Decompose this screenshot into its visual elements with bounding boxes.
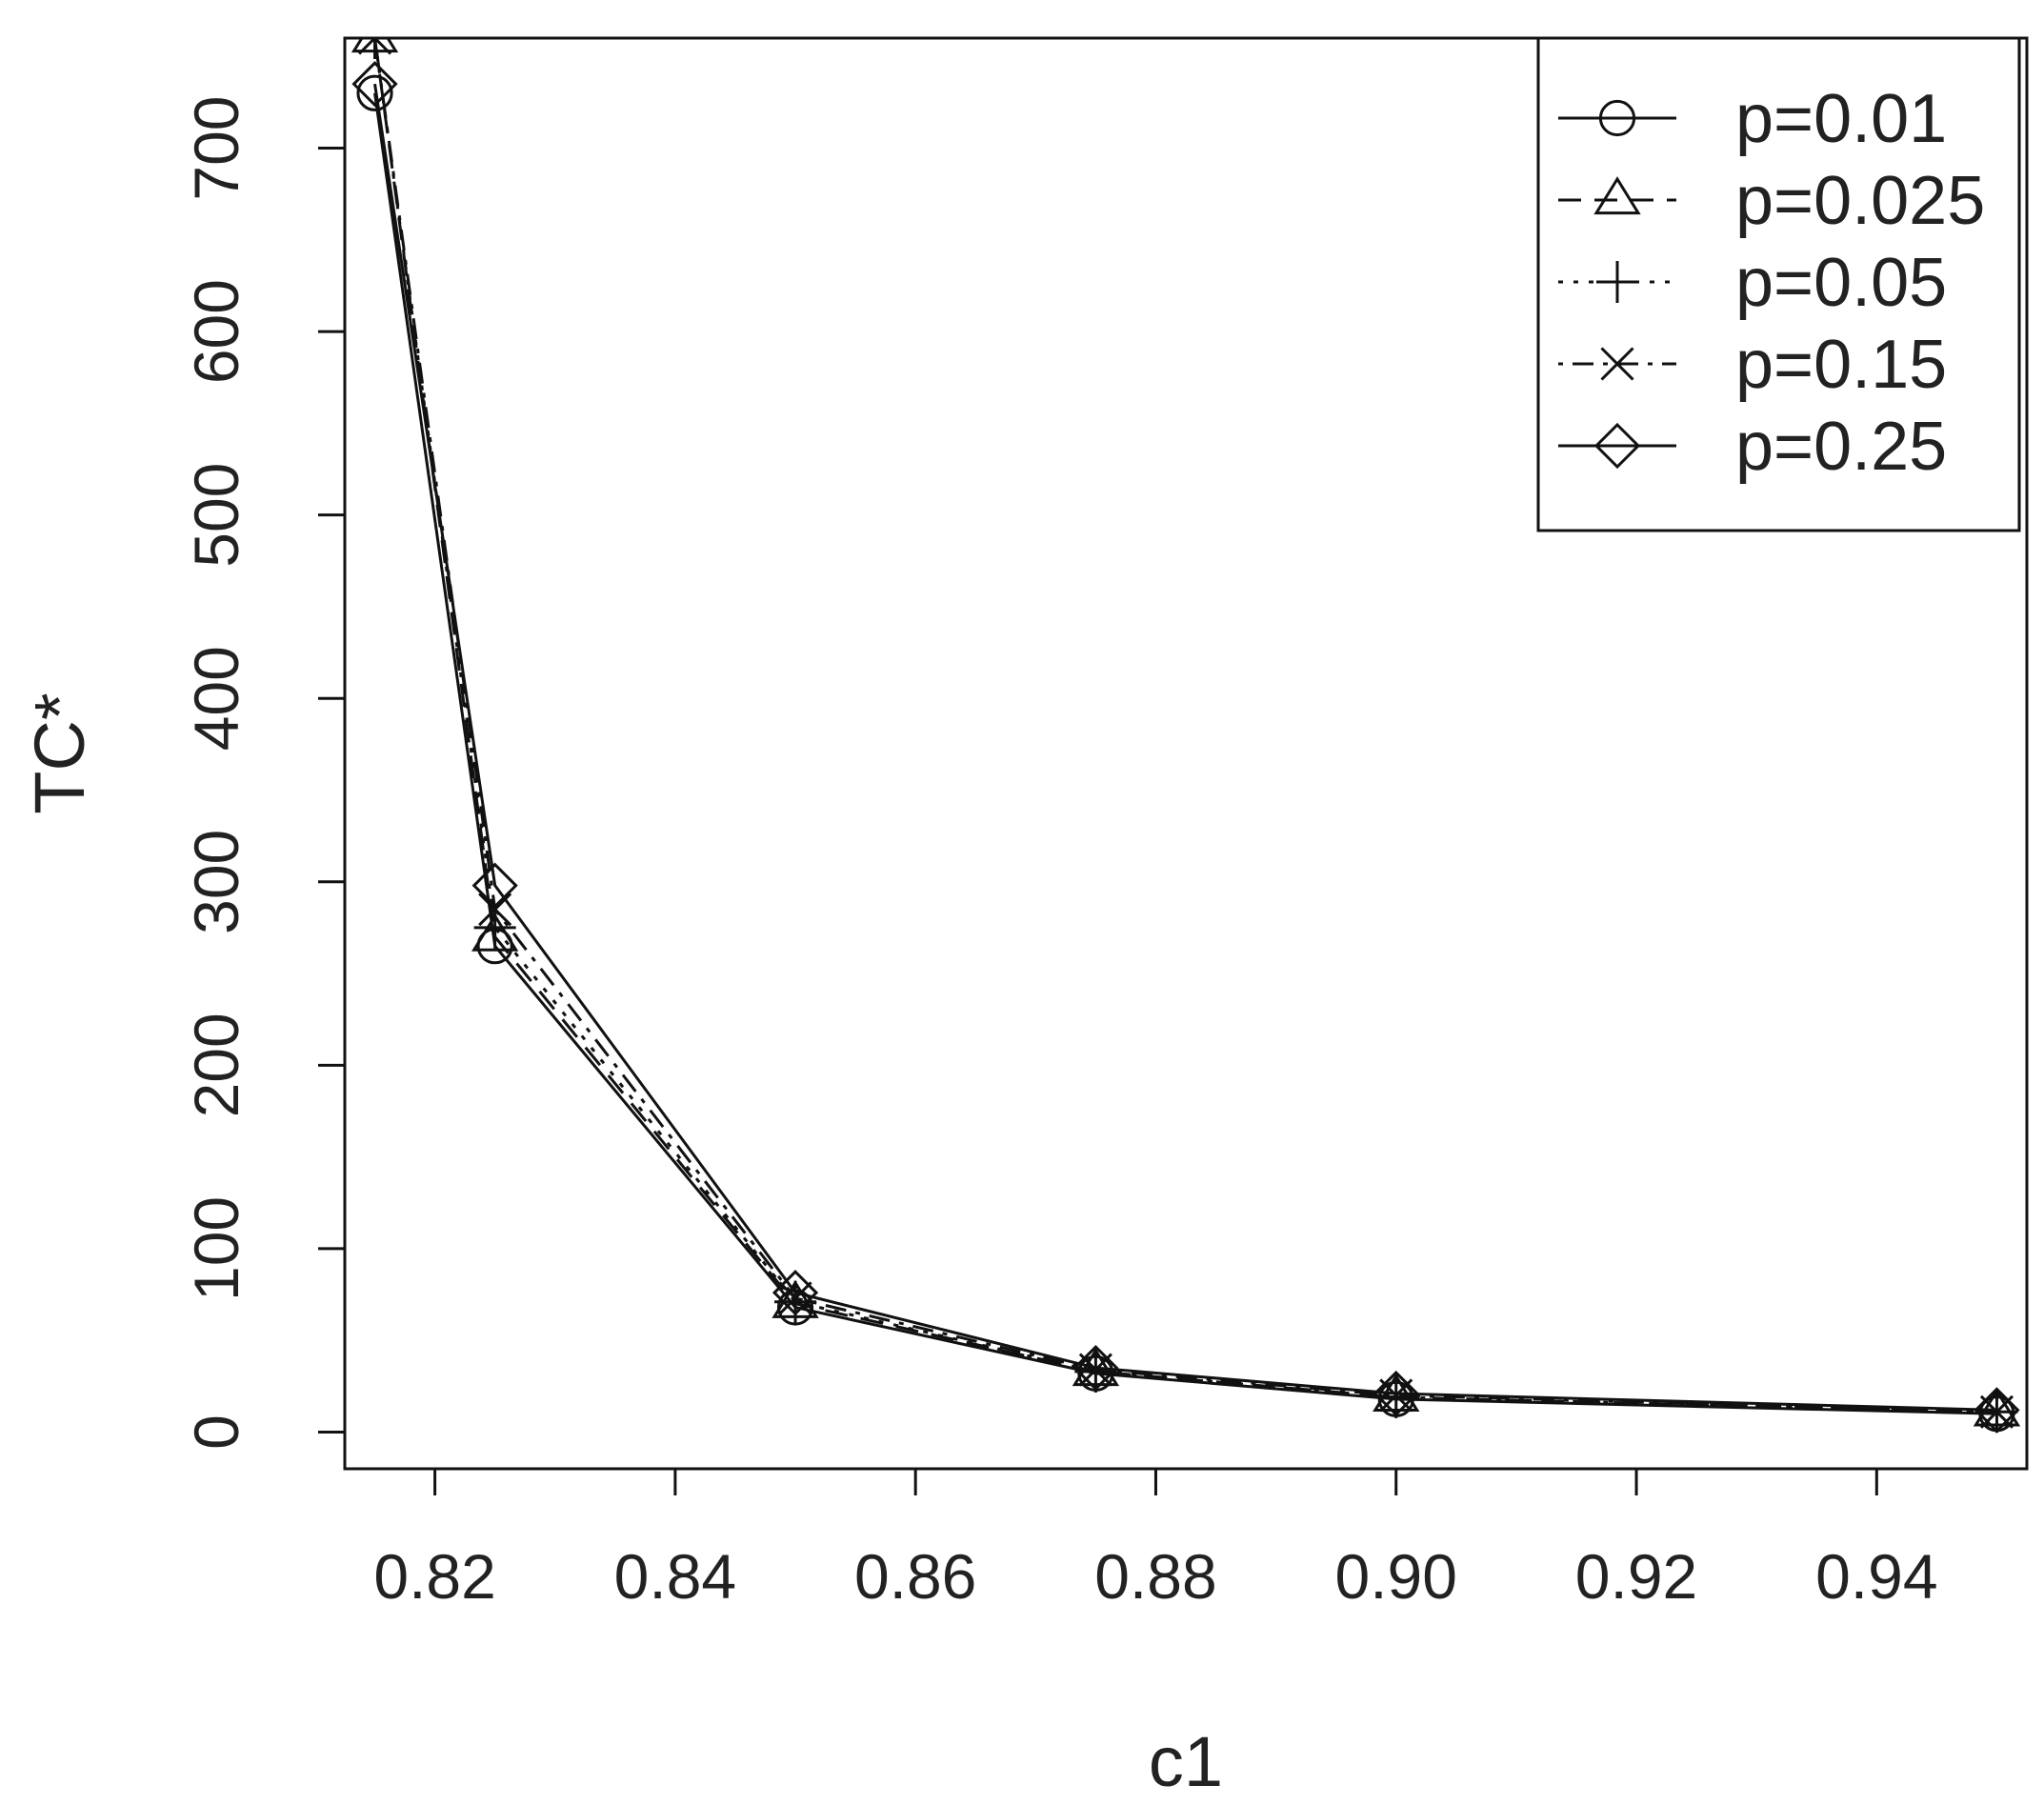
x-tick-label: 0.94 [1815,1541,1937,1612]
data-point [471,862,518,909]
x-tick-label: 0.90 [1335,1541,1457,1612]
series-line [373,38,1997,1414]
data-point [471,913,519,952]
y-tick-label: 600 [181,279,251,384]
data-point [356,74,393,111]
data-point [778,1281,812,1315]
legend-label: p=0.01 [1735,81,1947,157]
data-point [357,38,392,55]
legend-marker [1598,99,1636,137]
plot-frame [343,36,2029,1471]
data-point [774,1280,817,1323]
data-point [772,1270,819,1316]
series-p=0.25 [351,61,2020,1434]
x-tick-label: 0.84 [614,1541,736,1612]
legend-marker [1600,347,1634,381]
y-tick-label: 400 [181,646,251,751]
series-layer [351,38,2021,1434]
series-line [373,38,1997,1414]
legend-item: p=0.25 [1558,409,1947,485]
x-tick-label: 0.88 [1094,1541,1216,1612]
data-point [473,906,516,949]
legend-item: p=0.15 [1558,327,1947,403]
y-tick-label: 200 [181,1013,251,1117]
legend-marker [1593,176,1641,215]
x-tick-label: 0.82 [373,1541,495,1612]
legend-label: p=0.25 [1735,409,1947,485]
y-tick-label: 500 [181,463,251,568]
y-axis-title: TC* [20,692,99,813]
y-tick-label: 0 [181,1414,251,1450]
legend-label: p=0.025 [1735,163,1985,239]
series-line [373,83,1997,1412]
series-line [373,38,1997,1414]
y-tick-label: 700 [181,95,251,200]
x-axis-title: c1 [1149,1722,1223,1801]
legend-item: p=0.05 [1558,245,1947,321]
legend-item: p=0.025 [1558,163,1985,239]
y-axis: 0 100 200 300 400 500 600 700 [181,95,345,1450]
data-point [1974,1387,2020,1434]
legend-label: p=0.05 [1735,245,1947,321]
data-point [351,61,398,108]
x-tick-label: 0.92 [1575,1541,1697,1612]
y-tick-label: 300 [181,830,251,934]
data-point [1072,1344,1119,1392]
series-line [373,92,1997,1415]
x-axis: 0.82 0.84 0.86 0.88 0.90 0.92 0.94 [373,1469,1938,1612]
legend-marker [1596,261,1638,303]
data-point [353,38,396,59]
legend-item: p=0.01 [1558,81,1947,157]
data-point [1373,1370,1419,1417]
legend-label: p=0.15 [1735,327,1947,403]
y-tick-label: 100 [181,1196,251,1301]
legend-marker [1593,422,1641,470]
x-tick-label: 0.86 [854,1541,976,1612]
